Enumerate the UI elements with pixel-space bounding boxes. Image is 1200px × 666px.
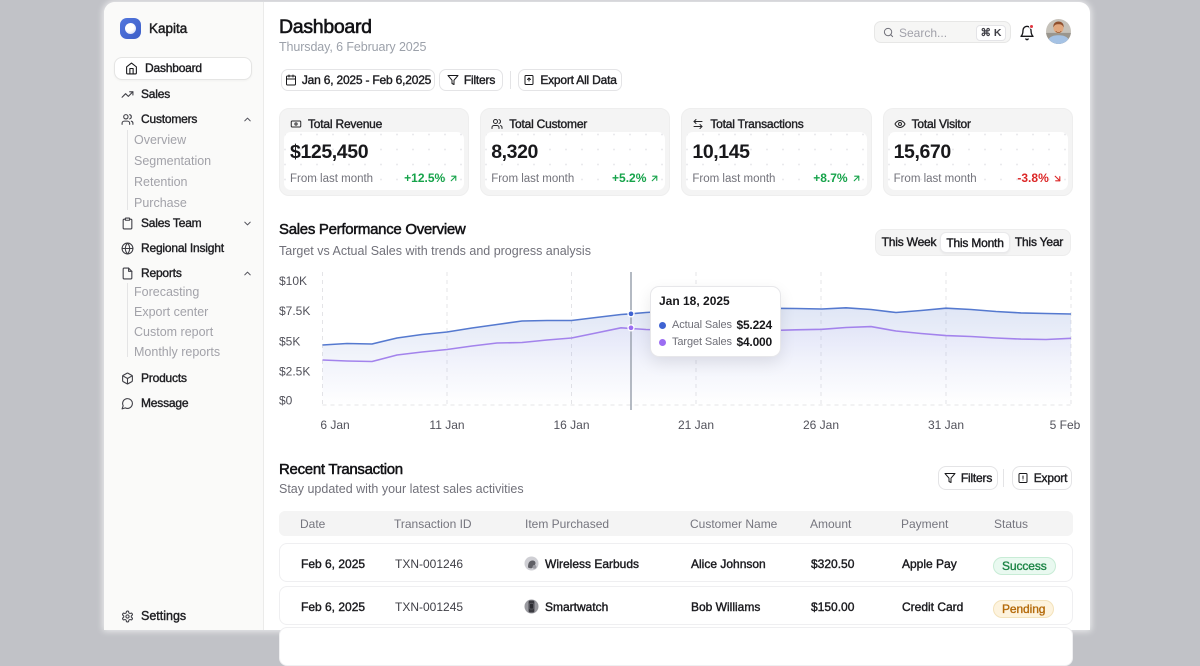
svg-text:$0: $0 <box>279 394 293 408</box>
svg-text:26 Jan: 26 Jan <box>803 418 839 432</box>
svg-text:5 Feb: 5 Feb <box>1050 418 1081 432</box>
svg-text:11 Jan: 11 Jan <box>429 418 464 432</box>
svg-text:$5K: $5K <box>279 335 300 349</box>
svg-text:31 Jan: 31 Jan <box>928 418 964 432</box>
svg-text:6 Jan: 6 Jan <box>320 418 349 432</box>
svg-text:21 Jan: 21 Jan <box>678 418 714 432</box>
svg-text:$7.5K: $7.5K <box>279 304 310 318</box>
svg-text:$2.5K: $2.5K <box>279 365 310 379</box>
svg-text:$10K: $10K <box>279 274 307 288</box>
svg-text:16 Jan: 16 Jan <box>553 418 589 432</box>
